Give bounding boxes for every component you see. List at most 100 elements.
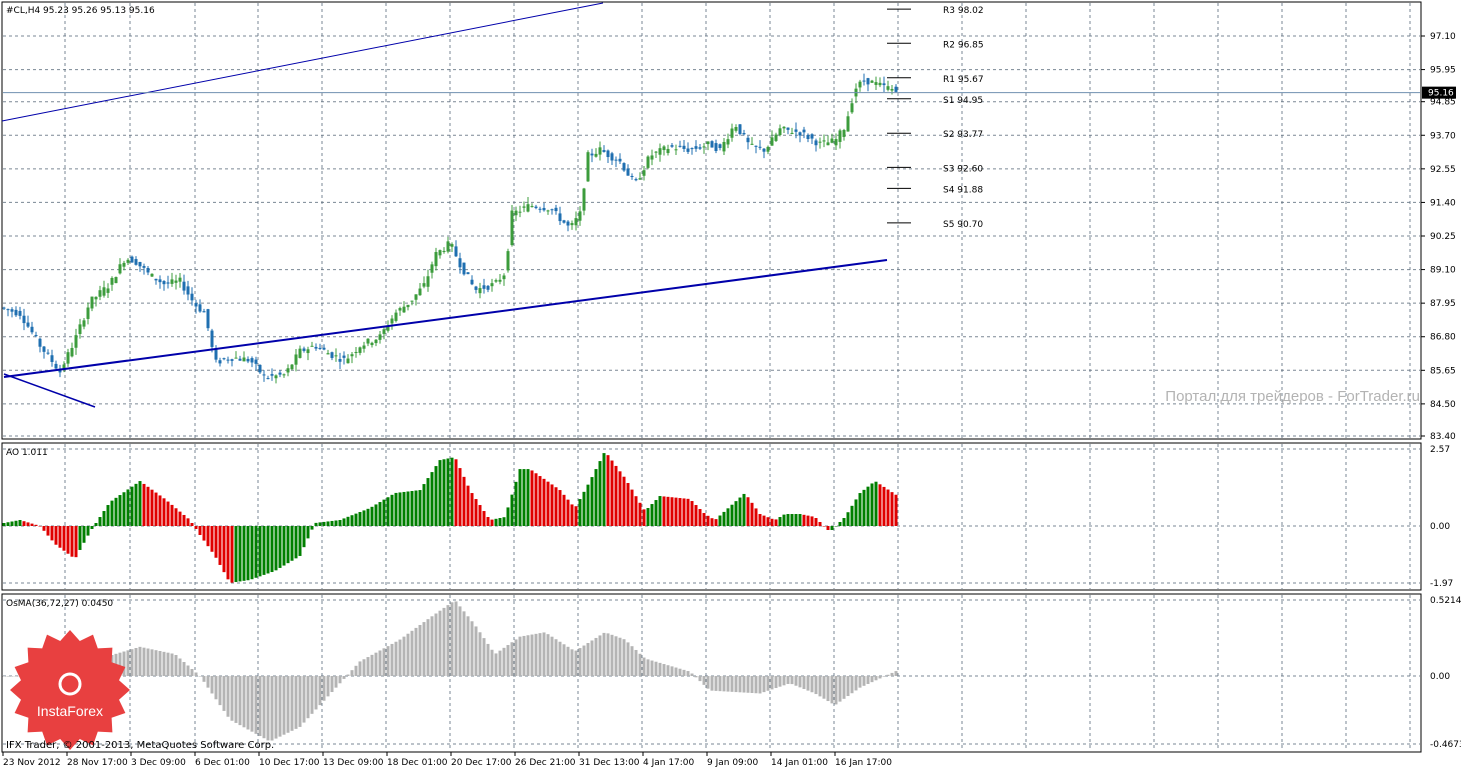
osma-tick-label: 0.00 (1430, 672, 1450, 682)
time-tick-label: 23 Nov 2012 (3, 758, 61, 768)
osma-bar (510, 642, 514, 676)
osma-bar (222, 676, 226, 711)
osma-bar (466, 616, 470, 676)
candle-body (58, 369, 62, 373)
ao-tick-label: 2.57 (1430, 445, 1450, 455)
candle-body (166, 282, 170, 284)
ao-bar (602, 453, 606, 526)
osma-panel[interactable] (1, 593, 1422, 753)
ao-bar (438, 460, 442, 526)
osma-bar (654, 661, 658, 676)
candle-body (18, 310, 22, 316)
osma-bar (598, 635, 602, 676)
ao-bar (354, 513, 358, 526)
ao-bar (710, 518, 714, 526)
candle-body (30, 326, 34, 333)
ao-bar (730, 504, 734, 526)
ao-bar (326, 521, 330, 526)
osma-bar (850, 676, 854, 694)
candle-body (238, 358, 242, 361)
logo-text: InstaForex (37, 703, 103, 719)
candle-body (406, 304, 410, 308)
ao-bar (154, 492, 158, 526)
candle-body (106, 288, 110, 293)
osma-bar (618, 637, 622, 676)
candle-body (46, 352, 50, 354)
ao-bar (610, 460, 614, 526)
osma-bar (594, 637, 598, 676)
osma-bar (366, 657, 370, 676)
candle-body (86, 307, 90, 319)
osma-bar (194, 672, 198, 676)
candle-body (198, 304, 202, 312)
osma-bar (786, 676, 790, 684)
candle-body (878, 82, 882, 86)
candle-body (882, 83, 886, 86)
time-tick-label: 14 Jan 01:00 (771, 758, 828, 768)
osma-bar (878, 676, 882, 679)
candle-body (402, 306, 406, 313)
ao-bar (82, 526, 86, 543)
ao-bar (242, 526, 246, 581)
candle-body (522, 206, 526, 208)
candle-body (98, 290, 102, 297)
ao-bar (454, 459, 458, 526)
ao-bar (782, 514, 786, 526)
pivot-level-label: S3 92.60 (943, 164, 983, 174)
osma-bar (738, 676, 742, 693)
osma-bar (218, 676, 222, 706)
ao-bar (270, 526, 274, 573)
candle-body (374, 339, 378, 344)
ao-bar (306, 526, 310, 539)
osma-bar (670, 666, 674, 676)
ao-bar (634, 496, 638, 526)
osma-bar (470, 621, 474, 676)
osma-bar (214, 676, 218, 700)
osma-bar (446, 605, 450, 676)
candle-body (210, 330, 214, 347)
candle-body (130, 256, 134, 263)
osma-bar (262, 676, 266, 739)
ao-bar (506, 507, 510, 526)
price-tick-label: 93.70 (1430, 131, 1456, 141)
ao-bar (254, 526, 258, 578)
osma-bar (566, 646, 570, 676)
ao-bar (166, 501, 170, 526)
osma-bar (758, 676, 762, 694)
osma-tick-label: 0.5214 (1430, 596, 1461, 606)
ao-bar (226, 526, 230, 580)
candle-body (418, 288, 422, 296)
osma-bar (638, 653, 642, 676)
ao-bar (110, 500, 114, 526)
osma-bar (398, 639, 402, 676)
candle-body (482, 285, 486, 289)
candle-body (802, 129, 806, 133)
candle-body (82, 320, 86, 327)
ao-bar (6, 522, 10, 526)
osma-bar (294, 676, 298, 729)
ao-panel[interactable] (1, 442, 1422, 591)
osma-bar (390, 643, 394, 676)
candle-body (162, 281, 166, 285)
osma-bar (750, 676, 754, 693)
candle-body (426, 276, 430, 287)
ao-bar (750, 502, 754, 526)
candle-body (430, 264, 434, 273)
osma-bar (406, 633, 410, 676)
ao-tick-label: -1.97 (1430, 579, 1453, 589)
ao-bar (206, 526, 210, 547)
osma-bar (414, 627, 418, 676)
ao-bar (174, 508, 178, 526)
osma-bar (370, 654, 374, 676)
ao-bar (466, 485, 470, 526)
time-tick-label: 4 Jan 17:00 (643, 758, 695, 768)
candle-body (630, 175, 634, 177)
main-price-panel[interactable] (1, 1, 1422, 440)
ao-bar (194, 526, 198, 529)
osma-bar (838, 676, 842, 702)
trend-lines[interactable] (1, 2, 1420, 408)
osma-bar (166, 652, 170, 676)
candle-body (514, 210, 518, 216)
price-tick-label: 94.85 (1430, 98, 1456, 108)
